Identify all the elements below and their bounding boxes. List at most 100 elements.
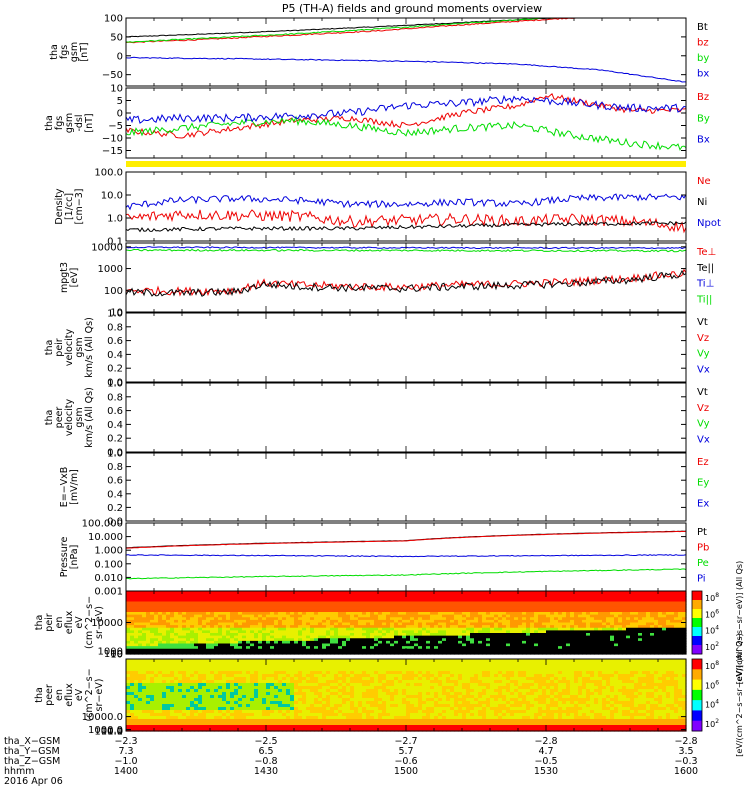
heat-cell [658,593,663,597]
heat-cell [342,593,347,597]
heat-cell [458,646,463,650]
heat-cell [206,716,211,720]
heat-cell [198,606,203,610]
heat-cell [438,646,443,650]
heat-cell [182,609,187,613]
heat-cell [438,640,443,645]
heat-cell [350,591,355,595]
heat-cell [510,612,515,616]
heat-cell [134,680,139,684]
heat-cell [414,633,419,637]
heat-cell [378,614,383,618]
heat-cell [290,619,295,624]
heat-cell [534,651,539,655]
heat-cell [370,630,375,634]
heat-cell [298,635,303,639]
heat-cell [490,619,495,624]
heat-cell [434,622,439,626]
legend-entry: Vz [697,333,709,344]
heat-cell [486,617,491,621]
heat-cell [146,677,151,681]
heat-cell [146,614,151,618]
heat-cell [226,716,231,720]
heat-cell [134,609,139,613]
heat-cell [230,625,235,629]
heat-cell [670,651,675,655]
heat-cell [642,627,647,631]
heat-cell [294,591,299,595]
heat-cell [218,643,223,647]
heat-cell [130,677,135,681]
heat-cell [506,609,511,613]
heat-cell [582,593,587,597]
y-tick-label: 1.0 [107,379,123,390]
heat-cell [206,722,211,726]
heat-cell [642,646,647,650]
heat-cell [374,646,379,650]
heat-cell [530,625,535,629]
heat-cell [490,622,495,626]
heat-cell [162,593,167,597]
heat-cell [670,601,675,605]
heat-cell [198,713,203,717]
heat-cell [454,640,459,645]
heat-cell [218,640,223,645]
heat-cell [242,659,247,663]
heat-cell [682,617,687,621]
heat-cell [154,689,159,693]
heat-cell [378,604,383,608]
heat-cell [190,646,195,650]
heat-cell [450,604,455,608]
heat-cell [234,710,239,714]
heat-cell [614,633,619,637]
heat-cell [274,707,279,711]
heat-cell [238,638,243,642]
heat-cell [566,627,571,631]
heat-cell [338,609,343,613]
heat-cell [250,662,255,666]
heat-cell [258,719,263,723]
heat-cell [366,619,371,624]
y-tick-label: 0.6 [107,406,123,417]
heat-cell [130,593,135,597]
heat-cell [246,591,251,595]
heat-cell [158,591,163,595]
heat-cell [222,622,227,626]
heat-cell [342,609,347,613]
y-axis-label: E=−VxB [mV/m] [59,467,80,508]
heat-cell [418,625,423,629]
heat-cell [274,668,279,672]
heat-cell [662,646,667,650]
heat-cell [370,651,375,655]
heat-cell [262,689,267,693]
heat-cell [210,668,215,672]
heat-cell [430,617,435,621]
heat-cell [370,591,375,595]
heat-cell [654,606,659,610]
heat-cell [138,695,143,699]
heat-cell [470,612,475,616]
heat-cell [450,612,455,616]
heat-cell [246,665,251,669]
heat-cell [202,704,207,708]
heat-cell [210,722,215,726]
heat-cell [146,604,151,608]
heat-cell [222,671,227,675]
heat-cell [178,640,183,645]
heat-cell [178,704,183,708]
heat-cell [282,651,287,655]
heat-cell [590,643,595,647]
series-line-te [125,268,687,297]
heat-cell [502,617,507,621]
legend-entry: Bz [697,92,709,103]
heat-cell [250,671,255,675]
heat-cell [282,646,287,650]
heat-cell [350,619,355,624]
heat-cell [626,596,631,600]
heat-cell [586,625,591,629]
heat-cell [386,619,391,624]
heat-cell [526,604,531,608]
heat-cell [210,707,215,711]
heat-cell [650,598,655,603]
